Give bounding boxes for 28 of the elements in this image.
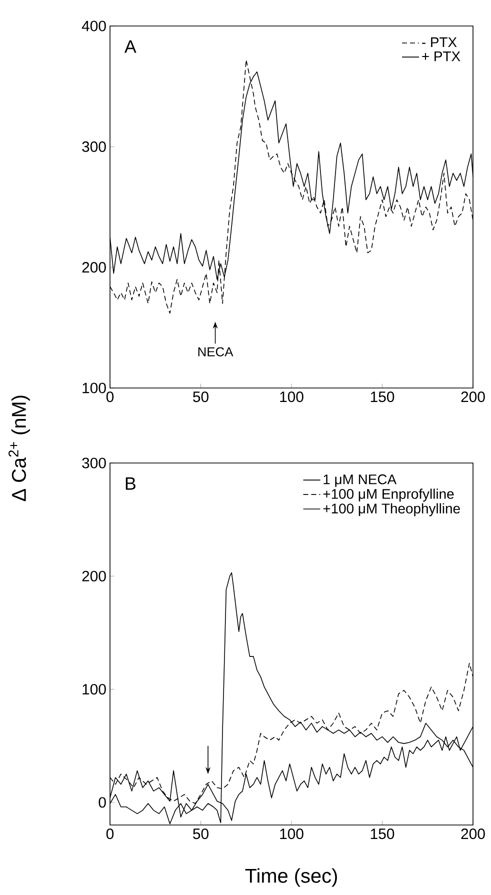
x-tick-label: 200: [461, 392, 485, 402]
legend-label: +100 μM Theophylline: [323, 503, 460, 516]
x-tick-label: 0: [106, 392, 114, 402]
y-tick-label: 200: [82, 262, 106, 273]
y-tick-label: 200: [82, 570, 106, 582]
y-tick-label: 100: [82, 382, 106, 394]
annotation: A: [124, 40, 136, 53]
legend-label: - PTX: [422, 37, 457, 48]
y-tick-label: 400: [82, 20, 106, 32]
y-tick-label: 0: [98, 797, 106, 808]
legend-label: +100 μM Enprofylline: [323, 488, 454, 502]
legend-label: 1 μM NECA: [324, 474, 397, 487]
annotation: NECA: [198, 347, 234, 356]
x-axis-title: Time (sec): [245, 868, 337, 887]
x-tick-label: 200: [461, 828, 485, 840]
x-tick-label: 150: [370, 392, 394, 402]
x-tick-label: 150: [370, 828, 394, 840]
y-tick-label: 100: [82, 684, 106, 695]
x-tick-label: 100: [280, 828, 304, 840]
y-tick-label: 300: [82, 458, 106, 468]
x-tick-label: 0: [106, 828, 114, 840]
x-tick-label: 50: [193, 392, 208, 402]
y-axis-title: Δ Ca$^{2+}$ (nM): [8, 396, 30, 502]
annotation: B: [126, 477, 136, 490]
y-tick-label: 300: [82, 141, 106, 152]
x-tick-label: 50: [193, 828, 208, 840]
x-tick-label: 100: [280, 392, 304, 402]
legend-label: + PTX: [422, 52, 460, 62]
